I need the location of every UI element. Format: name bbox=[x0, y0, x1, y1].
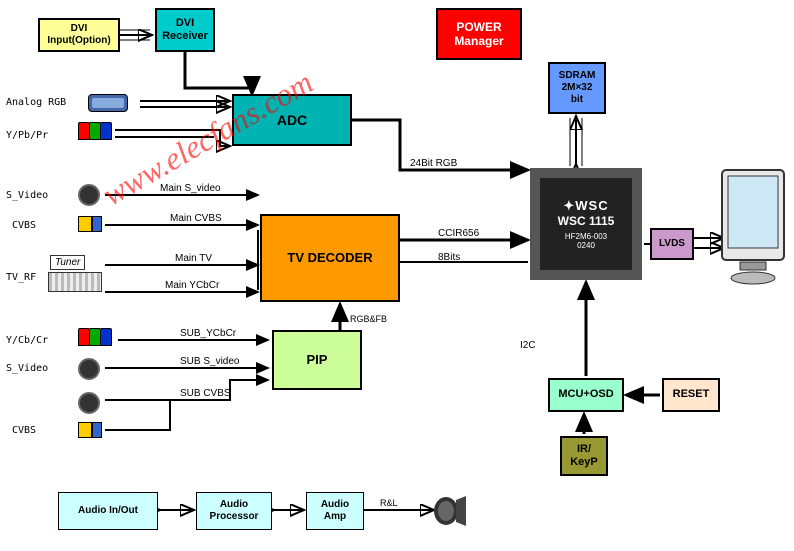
cvbs2-label: CVBS bbox=[12, 425, 36, 436]
ypbpr-connector-icon bbox=[78, 122, 112, 140]
tuner-icon: Tuner bbox=[50, 255, 85, 270]
rgb24-label: 24Bit RGB bbox=[410, 158, 457, 169]
chip-model: WSC 1115 bbox=[558, 214, 615, 228]
dvi-input-block: DVIInput(Option) bbox=[38, 18, 120, 52]
reset-block: RESET bbox=[662, 378, 720, 412]
chip-sub2: 0240 bbox=[577, 241, 595, 250]
tv-decoder-block: TV DECODER bbox=[260, 214, 400, 302]
audio-io-block: Audio In/Out bbox=[58, 492, 158, 530]
bits8-label: 8Bits bbox=[438, 252, 460, 263]
pip-block: PIP bbox=[272, 330, 362, 390]
sub-cvbs-label: SUB CVBS bbox=[180, 388, 231, 399]
vga-connector-icon bbox=[88, 94, 128, 112]
main-ycbcr-label: Main YCbCr bbox=[165, 280, 219, 291]
svideo1-connector-icon bbox=[78, 184, 100, 206]
main-cvbs-label: Main CVBS bbox=[170, 213, 222, 224]
ir-keyp-block: IR/KeyP bbox=[560, 436, 608, 476]
wsc-chip: ✦WSC WSC 1115 HF2M6-003 0240 bbox=[530, 168, 642, 280]
cvbs1-connector-icon bbox=[78, 216, 102, 232]
dvi-receiver-block: DVIReceiver bbox=[155, 8, 215, 52]
ccir656-label: CCIR656 bbox=[438, 228, 479, 239]
main-svideo-label: Main S_video bbox=[160, 183, 221, 194]
rgbfb-label: RGB&FB bbox=[350, 314, 387, 324]
audio-processor-block: AudioProcessor bbox=[196, 492, 272, 530]
sub-ycbcr-label: SUB_YCbCr bbox=[180, 328, 236, 339]
speaker-icon bbox=[432, 494, 468, 533]
sdram-block: SDRAM2M×32bit bbox=[548, 62, 606, 114]
analog-rgb-label: Analog RGB bbox=[6, 97, 66, 108]
mcu-osd-block: MCU+OSD bbox=[548, 378, 624, 412]
cvbs1-label: CVBS bbox=[12, 220, 36, 231]
ypbpr-label: Y/Pb/Pr bbox=[6, 130, 48, 141]
monitor-icon bbox=[720, 150, 790, 305]
lvds-block: LVDS bbox=[650, 228, 694, 260]
svideo2-connector-icon bbox=[78, 358, 100, 380]
main-tv-label: Main TV bbox=[175, 253, 212, 264]
power-manager-block: POWERManager bbox=[436, 8, 522, 60]
chip-sub1: HF2M6-003 bbox=[565, 232, 607, 241]
cvbs2-connector-icon bbox=[78, 422, 102, 438]
adc-block: ADC bbox=[232, 94, 352, 146]
chip-brand: WSC bbox=[575, 198, 608, 213]
audio-amp-block: AudioAmp bbox=[306, 492, 364, 530]
ycbcr-connector-icon bbox=[78, 328, 112, 346]
svideo3-connector-icon bbox=[78, 392, 100, 414]
ycbcr-label: Y/Cb/Cr bbox=[6, 335, 48, 346]
svideo2-label: S_Video bbox=[6, 363, 48, 374]
rl-label: R&L bbox=[380, 498, 398, 508]
i2c-label: I2C bbox=[520, 340, 536, 351]
tvrf-label: TV_RF bbox=[6, 272, 36, 283]
svideo1-label: S_Video bbox=[6, 190, 48, 201]
sub-svideo-label: SUB S_video bbox=[180, 356, 239, 367]
tuner-body-icon bbox=[48, 272, 102, 292]
